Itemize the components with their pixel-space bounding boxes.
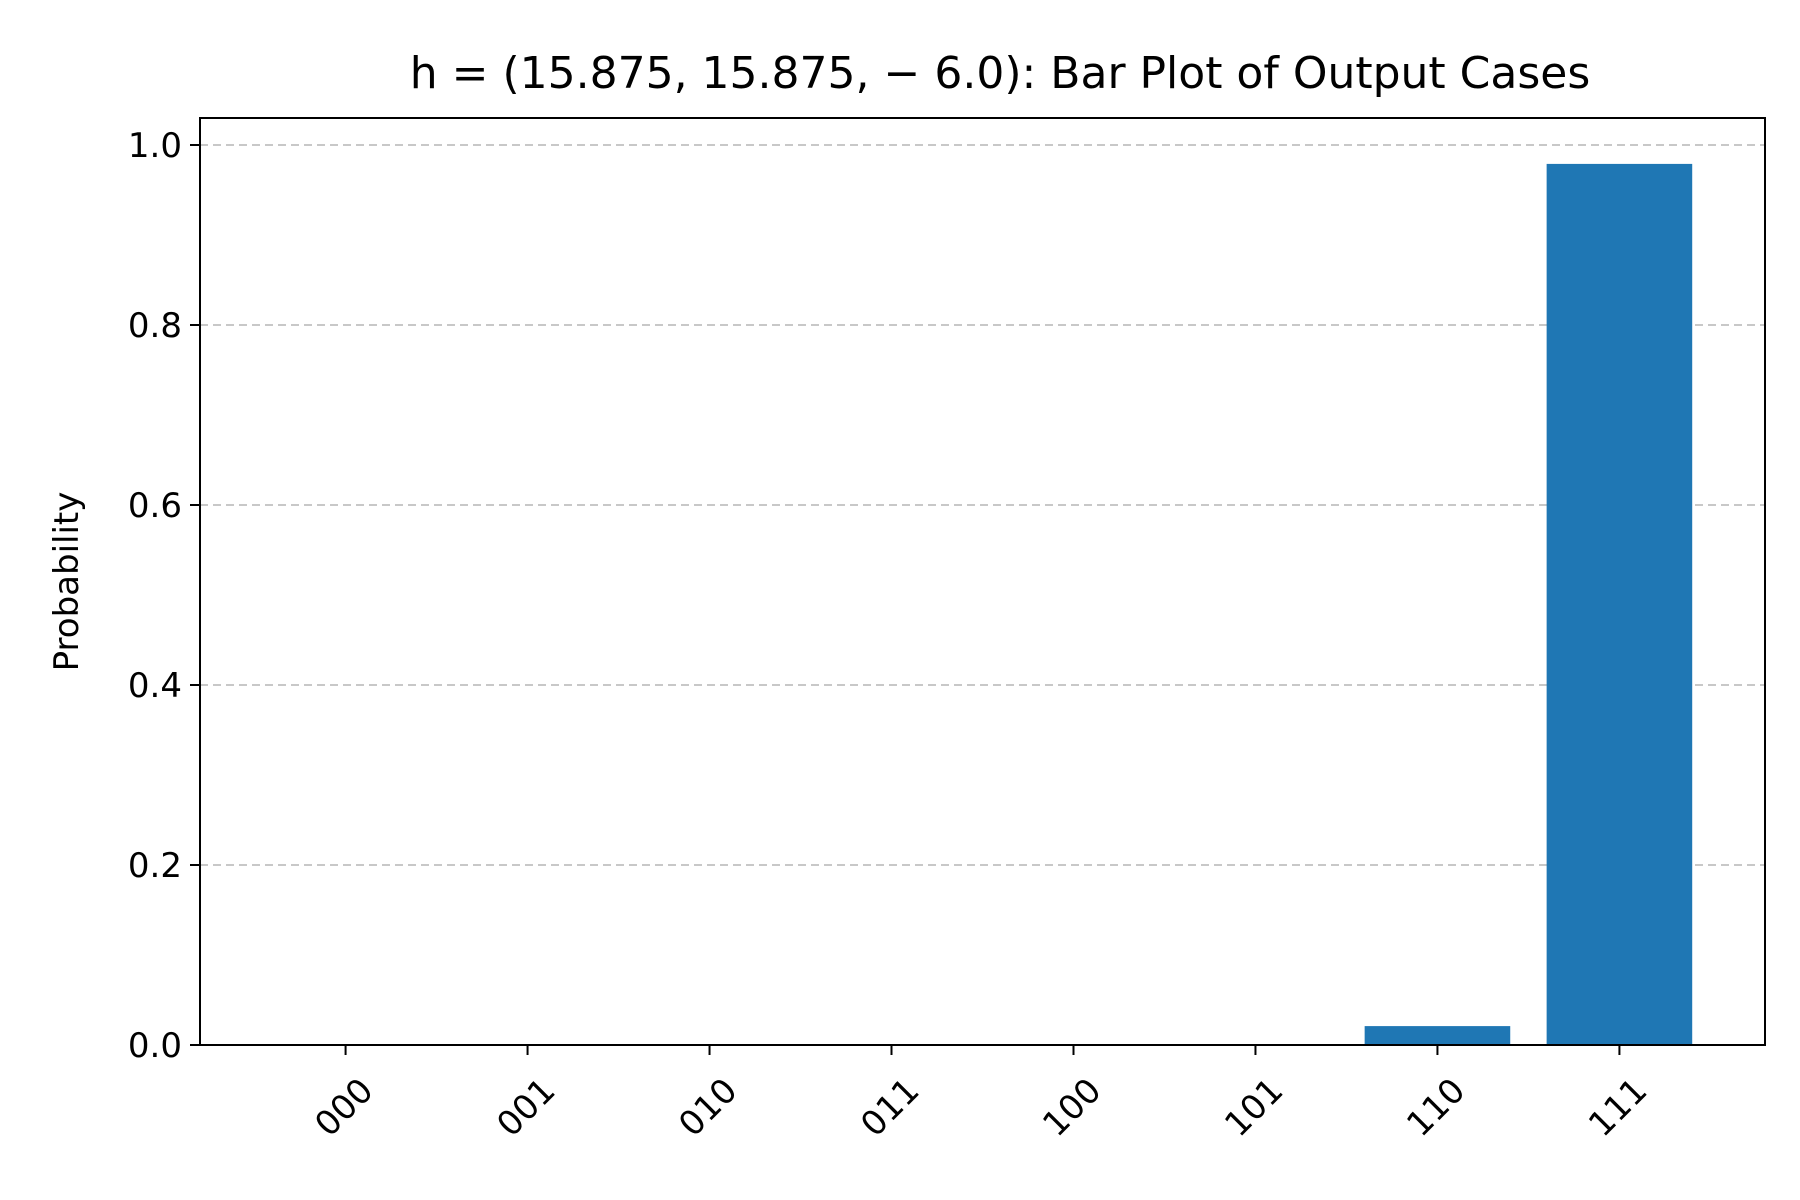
bars	[1364, 163, 1693, 1045]
bar-111	[1546, 163, 1693, 1045]
y-tick-label: 0.8	[128, 306, 182, 346]
bar-110	[1364, 1026, 1511, 1045]
chart-title: h = (15.875, 15.875, − 6.0): Bar Plot of…	[410, 48, 1591, 99]
x-tick-label: 100	[1035, 1071, 1109, 1145]
plot-frame	[199, 117, 1766, 1046]
x-tick-label: 000	[307, 1071, 381, 1145]
y-tick-label: 1.0	[128, 126, 182, 166]
y-tick-label: 0.2	[128, 846, 182, 886]
x-axis: 000 001 010 011 100 101 110 111	[307, 1045, 1655, 1145]
y-axis: 0.0 0.2 0.4 0.6 0.8 1.0	[128, 126, 200, 1066]
grid-lines	[200, 144, 1765, 1046]
x-tick-label: 001	[489, 1071, 563, 1145]
x-tick-label: 111	[1581, 1071, 1655, 1145]
y-axis-label: Probability	[47, 492, 87, 672]
y-tick-label: 0.4	[128, 666, 182, 706]
x-tick-label: 110	[1399, 1071, 1473, 1145]
x-tick-label: 101	[1217, 1071, 1291, 1145]
x-tick-label: 011	[853, 1071, 927, 1145]
x-tick-label: 010	[671, 1071, 745, 1145]
y-tick-label: 0.0	[128, 1026, 182, 1066]
y-tick-label: 0.6	[128, 486, 182, 526]
